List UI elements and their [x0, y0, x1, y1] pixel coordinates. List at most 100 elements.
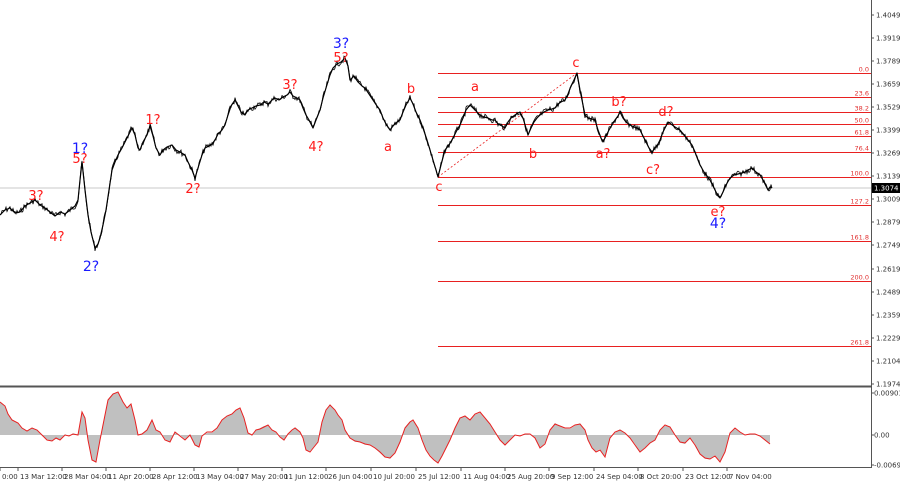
oscillator-panel[interactable]: [0, 391, 771, 464]
wave-label: b: [407, 82, 415, 97]
wave-label: b: [529, 147, 537, 162]
fib-level[interactable]: 0.0: [438, 66, 871, 74]
price-tick-label: 1.3789: [876, 58, 900, 66]
fib-level-label: 200.0: [850, 274, 869, 282]
price-tick-label: 1.3009: [876, 196, 900, 204]
time-tick-label: 23 Oct 12:00: [685, 473, 731, 481]
time-tick-label: 27 May 20:00: [240, 473, 288, 481]
price-tick-label: 1.2619: [876, 266, 900, 274]
price-tick-label: 1.3659: [876, 81, 900, 89]
wave-label: 2?: [83, 259, 99, 275]
price-tick-label: 1.2879: [876, 219, 900, 227]
fib-level-label: 61.8: [855, 129, 869, 137]
time-tick-label: 25 Jul 12:00: [418, 473, 460, 481]
oscillator-signal-line: [0, 391, 771, 464]
fib-level[interactable]: 23.6: [438, 90, 871, 98]
price-tick-label: 1.3399: [876, 127, 900, 135]
wave-label: 5?: [333, 51, 348, 66]
current-price-tag: 1.3074: [872, 183, 900, 193]
time-tick-label: 26 Jun 04:00: [328, 473, 372, 481]
wave-label: 4?: [308, 140, 323, 155]
fib-level[interactable]: 50.0: [438, 117, 871, 125]
price-tick-label: 1.3139: [876, 173, 900, 181]
fib-level[interactable]: 161.8: [438, 234, 871, 242]
fib-level[interactable]: 127.2: [438, 198, 871, 206]
time-tick-label: 7 Nov 04:00: [729, 473, 772, 481]
fib-level-label: 161.8: [850, 234, 869, 242]
price-axis: 1.4049 1.3919 1.3789 1.3659 1.3529 1.3399 1.32…: [871, 12, 900, 389]
time-tick-label: 9 Sep 12:00: [551, 473, 593, 481]
fib-level-label: 38.2: [855, 105, 869, 113]
price-tick-label: 1.2229: [876, 335, 900, 343]
price-tick-label: 1.3269: [876, 150, 900, 158]
time-tick-label: 25 Aug 20:00: [507, 473, 554, 481]
time-tick-label: 13 May 04:00: [196, 473, 244, 481]
price-tick-label: 1.2489: [876, 289, 900, 297]
price-tick-label: 1.2749: [876, 242, 900, 250]
wave-label: 5?: [72, 152, 87, 167]
fibonacci-levels[interactable]: 0.0 23.6 38.2 50.0 61.8 76.4 100.0 127.2 161.8 20…: [438, 66, 871, 347]
time-tick-label: 11 Jun 12:00: [284, 473, 328, 481]
time-tick-label: 11 Aug 04:00: [463, 473, 510, 481]
wave-label: 4?: [710, 216, 726, 232]
wave-label: 4?: [49, 230, 64, 245]
oscillator-histogram: [0, 392, 770, 464]
wave-label: a?: [596, 147, 611, 162]
time-tick-label: 13 Mar 12:00: [20, 473, 67, 481]
wave-label: 3?: [28, 189, 43, 204]
price-tick-label: 1.2359: [876, 312, 900, 320]
osc-tick-label: 0.00901: [874, 390, 900, 398]
fibonacci-trendline[interactable]: [437, 72, 578, 178]
fib-level[interactable]: 100.0: [438, 170, 871, 178]
fib-level[interactable]: 261.8: [438, 339, 871, 347]
time-tick-label: 0:00: [2, 473, 18, 481]
time-tick-label: 28 Mar 04:00: [64, 473, 111, 481]
fib-level-label: 76.4: [855, 145, 869, 153]
wave-label: 1?: [72, 141, 88, 157]
fib-level[interactable]: 38.2: [438, 105, 871, 113]
wave-label: 3?: [333, 36, 349, 52]
time-tick-label: 10 Jul 20:00: [373, 473, 415, 481]
fib-level-label: 100.0: [850, 170, 869, 178]
fib-level[interactable]: 76.4: [438, 145, 871, 153]
wave-label: 3?: [282, 78, 297, 93]
fib-level-label: 23.6: [855, 90, 869, 98]
osc-tick-label: 0.00: [874, 432, 890, 440]
wave-label: c?: [646, 163, 660, 178]
oscillator-axis: 0.00901 0.00 -0.00692: [871, 390, 900, 470]
time-tick-label: 24 Sep 04:00: [596, 473, 643, 481]
price-tick-label: 1.4049: [876, 12, 900, 20]
fib-level-label: 127.2: [850, 198, 869, 206]
current-price-tag-bg: [872, 183, 900, 193]
price-tick-label: 1.2104: [876, 358, 900, 366]
price-series-line: [0, 57, 773, 249]
price-tick-label: 1.1974: [876, 381, 900, 389]
fib-level-label: 261.8: [850, 339, 869, 347]
wave-label: 1?: [145, 113, 160, 128]
fib-level[interactable]: 200.0: [438, 274, 871, 282]
price-tick-label: 1.3919: [876, 35, 900, 43]
wave-label: a: [384, 140, 392, 155]
time-tick-label: 28 Apr 12:00: [152, 473, 198, 481]
wave-label: e?: [711, 205, 726, 220]
wave-label: c: [572, 56, 579, 71]
wave-label: b?: [611, 95, 626, 110]
wave-label: d?: [658, 105, 673, 120]
fib-level-label: 50.0: [855, 117, 869, 125]
main-price-panel[interactable]: 0.0 23.6 38.2 50.0 61.8 76.4 100.0 127.2 161.8 20…: [0, 36, 871, 347]
price-series-noise: [0, 55, 773, 251]
fib-level-label: 0.0: [859, 66, 869, 74]
fib-level[interactable]: 61.8: [438, 129, 871, 137]
osc-tick-label: -0.00692: [874, 462, 900, 470]
price-tick-label: 1.3529: [876, 104, 900, 112]
current-price-value: 1.3074: [874, 185, 899, 193]
time-tick-label: 11 Apr 20:00: [108, 473, 154, 481]
wave-label: 2?: [185, 182, 200, 197]
wave-label: a: [471, 80, 479, 95]
wave-label: c: [435, 180, 442, 195]
